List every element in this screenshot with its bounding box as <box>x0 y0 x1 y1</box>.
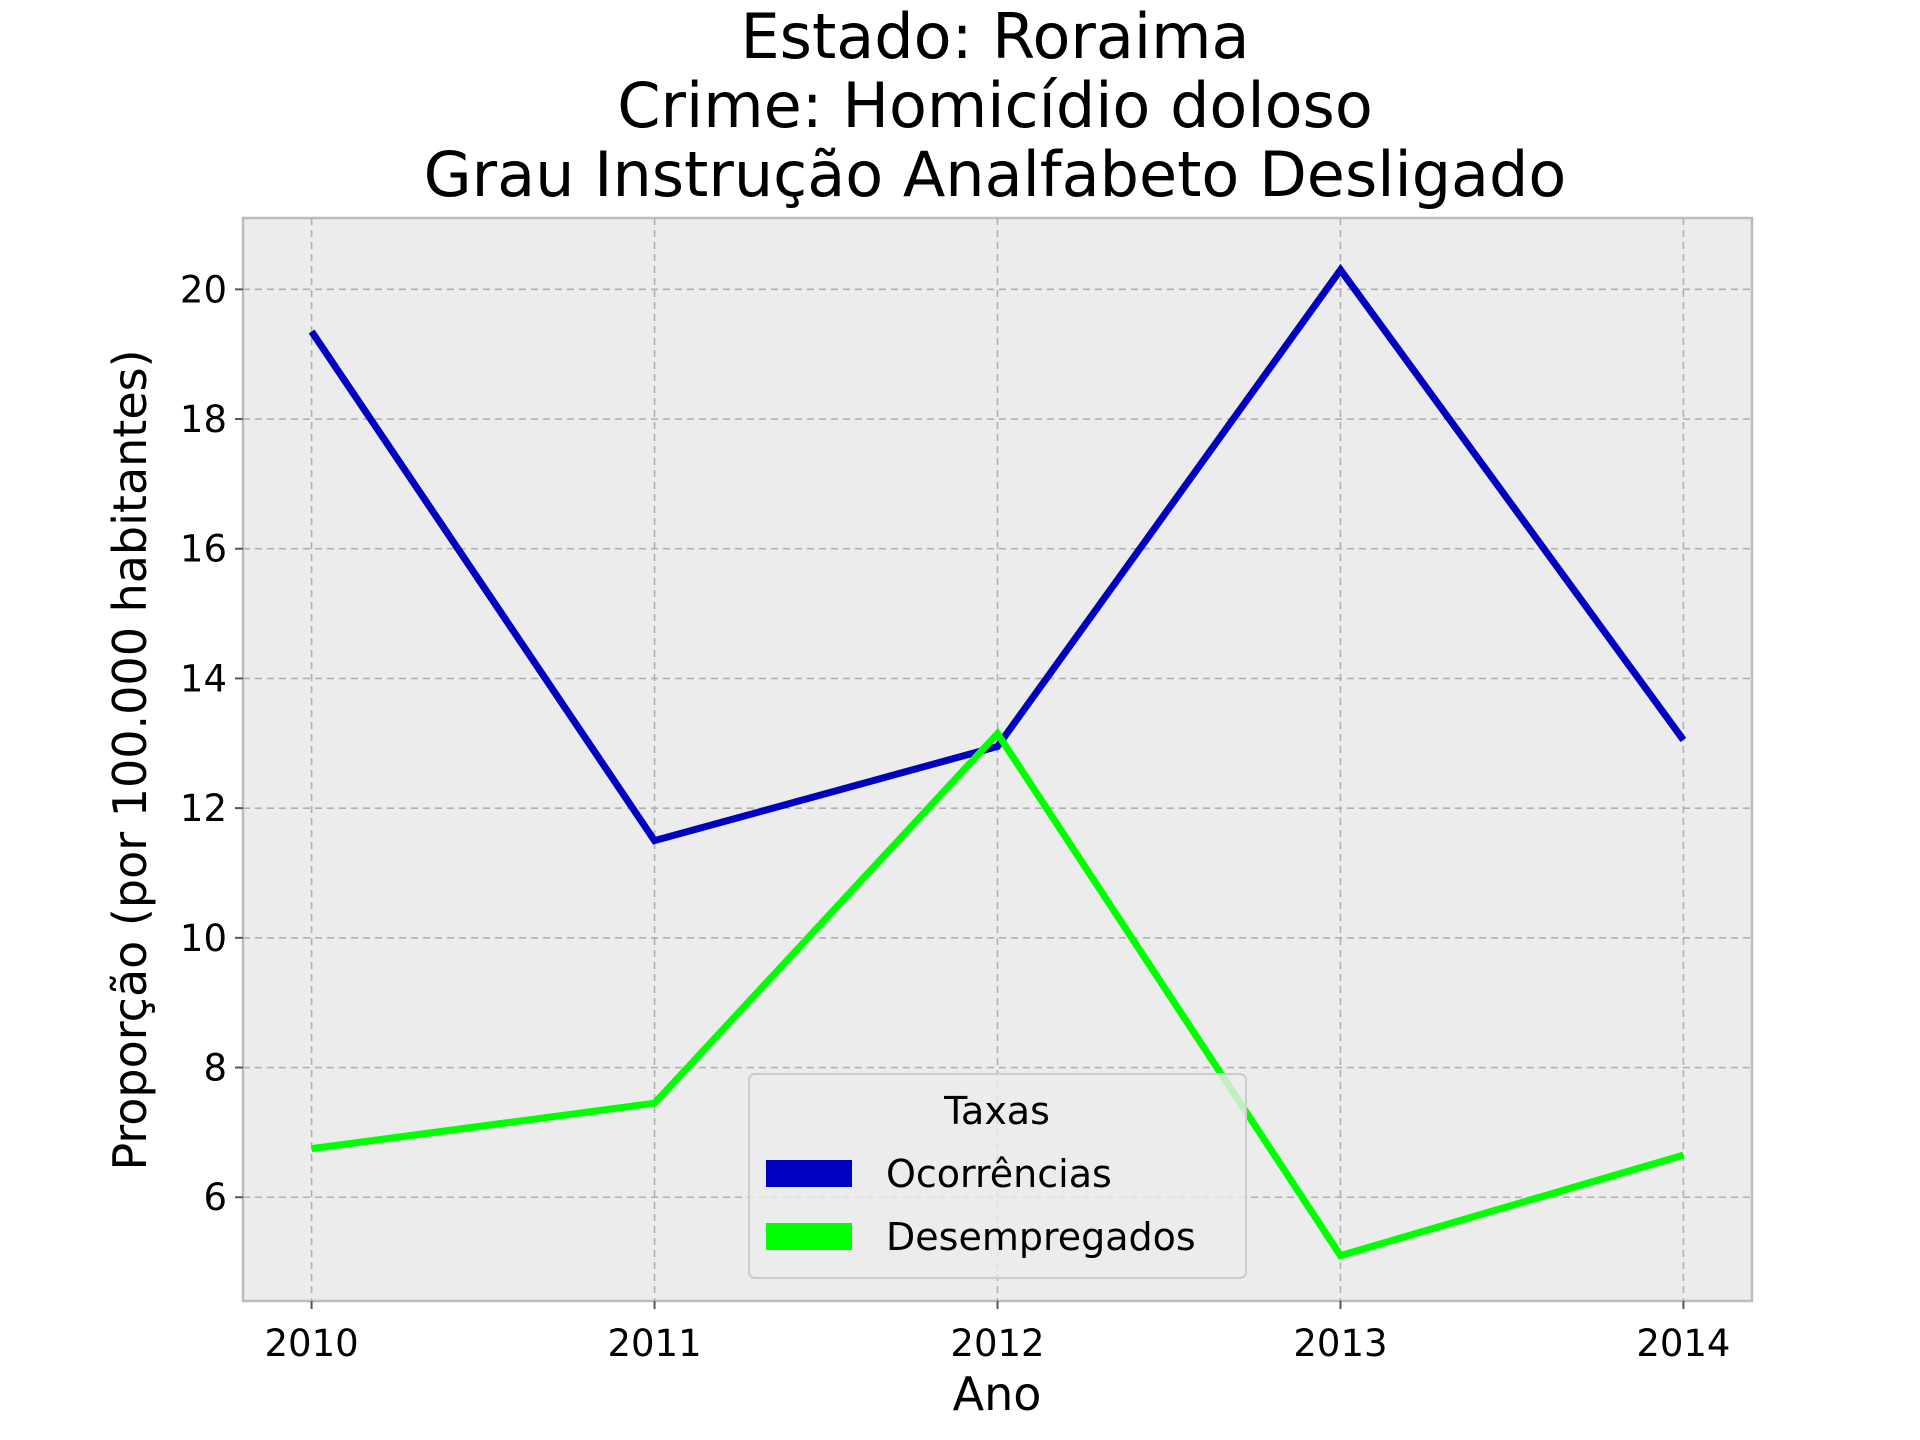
x-tick-label: 2012 <box>950 1322 1044 1365</box>
y-tick-label: 14 <box>180 657 227 700</box>
legend-swatch-desempregados <box>766 1223 852 1250</box>
title-line-3: Grau Instrução Analfabeto Desligado <box>424 138 1567 211</box>
title-line-1: Estado: Roraima <box>741 0 1250 73</box>
legend-box <box>748 1073 1247 1279</box>
legend-label-ocorrencias: Ocorrências <box>886 1152 1112 1196</box>
legend-title: Taxas <box>943 1089 1050 1133</box>
legend: Taxas Ocorrências Desempregados <box>748 1073 1247 1279</box>
y-tick-label: 16 <box>180 528 227 571</box>
series-line-ocorrencias <box>308 263 1687 845</box>
x-tick-label: 2010 <box>265 1322 359 1365</box>
x-axis-label: Ano <box>953 1367 1042 1421</box>
legend-swatch-ocorrencias <box>766 1160 852 1187</box>
x-tick-label: 2011 <box>607 1322 701 1365</box>
y-axis-label: Proporção (por 100.000 habitantes) <box>103 349 157 1170</box>
grid-lines <box>243 218 1752 1301</box>
chart-title: Estado: Roraima Crime: Homicídio doloso … <box>424 0 1567 211</box>
legend-label-desempregados: Desempregados <box>886 1215 1196 1259</box>
title-line-2: Crime: Homicídio doloso <box>617 69 1373 142</box>
y-tick-label: 12 <box>180 787 227 830</box>
x-tick-label: 2013 <box>1293 1322 1387 1365</box>
y-tick-label: 8 <box>203 1047 227 1090</box>
series-line-desempregados <box>311 727 1685 1260</box>
y-tick-label: 18 <box>180 398 227 441</box>
y-tick-label: 10 <box>180 917 227 960</box>
y-tick-label: 20 <box>180 268 227 311</box>
y-tick-label: 6 <box>203 1176 227 1219</box>
axis-ticks: 2010 2011 2012 2013 2014 6 8 10 12 14 16 18 20 <box>180 268 1731 1365</box>
x-tick-label: 2014 <box>1636 1322 1730 1365</box>
series-lines <box>308 263 1687 1260</box>
